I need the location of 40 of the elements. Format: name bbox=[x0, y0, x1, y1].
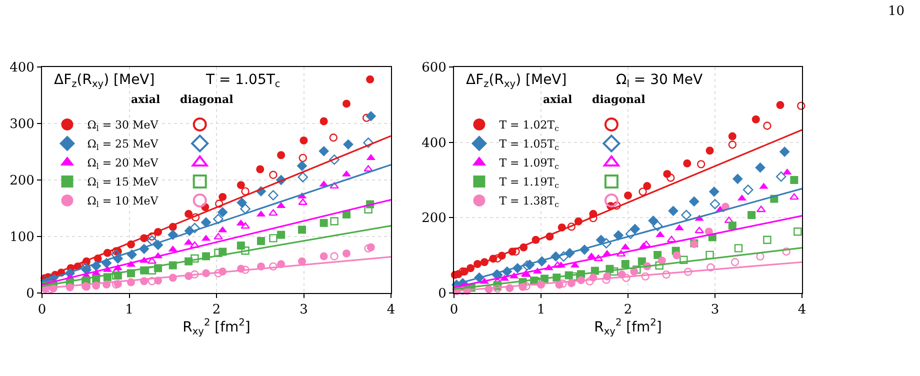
annotation: diagonal bbox=[592, 93, 646, 106]
annotation: ΔF$_{z}$(R$_{xy}$) [MeV] bbox=[466, 72, 567, 90]
annotation: diagonal bbox=[180, 93, 234, 106]
annotation: ΔF$_{z}$(R$_{xy}$) [MeV] bbox=[54, 72, 155, 90]
x-tick-label: 2 bbox=[624, 302, 632, 318]
legend-label: Ω$_{l}$ = 30 MeV bbox=[87, 118, 160, 134]
x-axis-title: R$_{xy}$$^{2}$ [fm$^{2}$] bbox=[594, 318, 662, 338]
annotation: Ω$_{l}$ = 30 MeV bbox=[616, 72, 704, 90]
legend-label: T = 1.09T$_{c}$ bbox=[499, 156, 559, 172]
y-tick-label: 200 bbox=[422, 211, 446, 226]
annotation: axial bbox=[131, 93, 160, 106]
y-tick-label: 400 bbox=[10, 60, 34, 76]
y-tick-label: 400 bbox=[422, 136, 446, 151]
legend-label: Ω$_{l}$ = 10 MeV bbox=[87, 194, 160, 210]
annotation: T = 1.05T$_{c}$ bbox=[205, 72, 280, 90]
legend-label: Ω$_{l}$ = 25 MeV bbox=[87, 138, 160, 152]
x-tick-label: 3 bbox=[710, 302, 720, 318]
x-tick-label: 4 bbox=[798, 302, 806, 318]
legend-label: Ω$_{l}$ = 15 MeV bbox=[87, 176, 160, 190]
x-tick-label: 2 bbox=[212, 302, 221, 318]
y-tick-label: 0 bbox=[26, 286, 34, 302]
y-tick-label: 100 bbox=[10, 230, 34, 246]
y-tick-label: 200 bbox=[10, 174, 34, 189]
x-tick-label: 4 bbox=[386, 302, 396, 318]
legend-label: T = 1.19T$_{c}$ bbox=[499, 176, 559, 190]
x-tick-label: 3 bbox=[300, 302, 308, 318]
y-tick-label: 600 bbox=[422, 60, 446, 76]
legend-label: T = 1.05T$_{c}$ bbox=[499, 138, 559, 152]
text: 10 bbox=[888, 4, 905, 19]
x-axis-title: R$_{xy}$$^{2}$ [fm$^{2}$] bbox=[182, 318, 250, 338]
y-tick-label: 0 bbox=[438, 286, 446, 302]
legend-label: Ω$_{l}$ = 20 MeV bbox=[87, 156, 160, 172]
x-tick-label: 1 bbox=[536, 302, 546, 318]
x-tick-label: 0 bbox=[450, 302, 458, 318]
legend-label: T = 1.38T$_{c}$ bbox=[499, 194, 559, 210]
x-tick-label: 1 bbox=[125, 302, 134, 318]
legend-label: T = 1.02T$_{c}$ bbox=[499, 118, 559, 134]
y-tick-label: 300 bbox=[10, 117, 34, 132]
x-tick-label: 0 bbox=[38, 302, 46, 318]
annotation: axial bbox=[543, 93, 572, 106]
